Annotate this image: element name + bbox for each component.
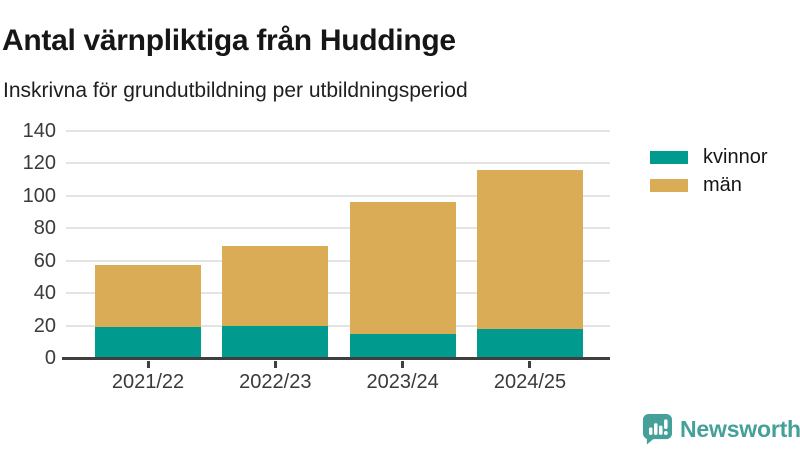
plot-area: 0 20 40 60 80 100 120 140 2021/22 2022/23 2023/24 2…: [0, 120, 620, 393]
brand-footer: Newsworthy: [642, 413, 800, 445]
bar-segment-kvinnor-2024/25: [476, 328, 583, 358]
gridline: [66, 194, 610, 197]
bar-segment-män-2024/25: [476, 169, 583, 329]
y-tick-label: 120: [22, 152, 56, 174]
legend-label-kvinnor: kvinnor: [703, 146, 768, 168]
x-axis-line: [62, 356, 610, 360]
x-axis-tick: [273, 361, 277, 368]
bar-segment-män-2023/24: [349, 202, 456, 334]
bar-segment-kvinnor-2022/23: [222, 325, 329, 358]
bar-segment-män-2021/22: [95, 265, 201, 328]
y-tick-label: 100: [22, 184, 56, 207]
bar-segment-kvinnor-2023/24: [349, 333, 456, 358]
newsworthy-logo-icon: [642, 413, 673, 445]
gridline: [66, 129, 610, 132]
gridline: [66, 162, 610, 164]
bar-segment-män-2022/23: [222, 245, 329, 326]
legend-item-man: män: [650, 175, 767, 195]
brand-name: Newsworthy: [680, 415, 800, 442]
legend-item-kvinnor: kvinnor: [650, 147, 767, 167]
x-tick-label: 2023/24: [366, 370, 439, 393]
gridline: [66, 259, 610, 262]
legend-swatch-man: [650, 178, 688, 192]
y-tick-label: 40: [33, 282, 56, 304]
y-tick-label: 80: [33, 217, 56, 239]
gridline: [66, 292, 610, 294]
chart-subtitle: Inskrivna för grundutbildning per utbild…: [3, 79, 468, 102]
legend-label-man: män: [703, 174, 742, 196]
bar-segment-kvinnor-2021/22: [95, 327, 201, 358]
x-tick-label: 2022/23: [239, 370, 312, 393]
legend-swatch-kvinnor: [650, 150, 688, 164]
gridline: [66, 227, 610, 229]
x-tick-label: 2024/25: [493, 370, 567, 393]
legend: kvinnor män: [650, 147, 767, 195]
x-axis-tick: [528, 361, 532, 368]
x-axis-tick: [401, 361, 405, 368]
chart-title: Antal värnpliktiga från Huddinge: [2, 24, 456, 58]
y-tick-label: 20: [33, 314, 56, 337]
gridline: [66, 324, 610, 327]
y-tick-label: 60: [33, 249, 56, 272]
y-tick-label: 0: [44, 347, 56, 369]
x-axis-tick: [146, 361, 150, 368]
y-tick-label: 140: [22, 119, 56, 142]
x-tick-label: 2021/22: [111, 370, 185, 393]
